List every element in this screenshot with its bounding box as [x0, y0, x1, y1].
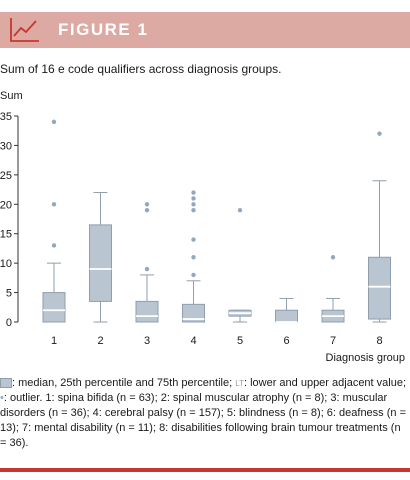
y-tick-label: 0 [6, 317, 12, 329]
box-legend-icon [0, 378, 12, 389]
x-tick-label: 4 [190, 335, 196, 347]
outlier-point [191, 207, 196, 213]
y-tick-label: 25 [0, 170, 12, 182]
x-tick-label: 3 [144, 335, 150, 347]
outlier-point [51, 243, 57, 248]
figure-footnote: : median, 25th percentile and 75th perce… [0, 376, 408, 451]
outlier-point [51, 202, 57, 207]
outlier-point [191, 196, 196, 201]
outlier-point [330, 255, 336, 260]
box-group-2 [89, 192, 112, 323]
box-iqr [182, 303, 205, 323]
x-tick-label: 6 [283, 335, 289, 347]
outlier-point [191, 190, 196, 195]
box-group-6 [275, 297, 298, 323]
y-tick-label: 15 [0, 229, 12, 241]
x-tick-label: 2 [97, 335, 103, 347]
outlier-point [144, 266, 150, 272]
y-axis: 0 5 10 15 20 25 30 35 [0, 111, 19, 329]
y-tick-label: 20 [0, 199, 12, 211]
x-tick-label: 1 [51, 335, 57, 347]
outlier-point [144, 207, 150, 213]
box-group-7 [321, 255, 345, 323]
figure-header: FIGURE 1 [0, 12, 410, 48]
y-tick-label: 30 [0, 140, 12, 152]
x-tick-labels: 1 2 3 4 5 6 7 8 [51, 335, 383, 347]
box-iqr [89, 224, 112, 302]
outlier-point [51, 119, 57, 125]
outlier-legend-icon: • [0, 392, 4, 404]
outlier-point [191, 272, 196, 278]
figure-caption: Sum of 16 e code qualifiers across diagn… [0, 62, 282, 76]
x-tick-label: 8 [376, 335, 382, 347]
outlier-point [191, 255, 196, 260]
outlier-point [237, 207, 243, 213]
box-group-3 [135, 202, 159, 323]
box-iqr [275, 309, 298, 323]
whisker-legend-icon: LT [235, 379, 244, 388]
x-tick-label: 5 [237, 335, 243, 347]
y-axis-label: Sum [0, 90, 23, 102]
footnote-whisker-text: : lower and upper adjacent value; [243, 377, 407, 389]
x-axis-label: Diagnosis group [325, 352, 406, 364]
box-iqr [135, 300, 159, 323]
outlier-point [377, 131, 382, 136]
box-group-4 [182, 190, 205, 323]
boxes-group [42, 119, 391, 323]
box-group-5 [228, 207, 252, 323]
x-tick-label: 7 [330, 335, 336, 347]
y-tick-label: 5 [6, 288, 12, 300]
y-tick-label: 35 [0, 111, 12, 123]
outlier-point [191, 237, 196, 242]
outlier-point [191, 202, 196, 207]
footnote-outlier-text: : outlier. 1: spina bifida (n = 63); 2: … [0, 392, 406, 449]
footnote-box-text: : median, 25th percentile and 75th perce… [12, 377, 233, 389]
outlier-point [144, 202, 150, 207]
box-group-8 [368, 131, 391, 323]
box-plot: 0 5 10 15 20 25 30 35 1 2 3 4 5 6 7 8 [0, 111, 391, 347]
bottom-rule [0, 468, 410, 472]
box-group-1 [42, 119, 66, 323]
box-iqr [368, 256, 391, 320]
line-chart-icon [10, 18, 39, 42]
box-iqr [42, 292, 66, 323]
figure-label: FIGURE 1 [58, 20, 149, 39]
y-tick-label: 10 [0, 258, 12, 270]
